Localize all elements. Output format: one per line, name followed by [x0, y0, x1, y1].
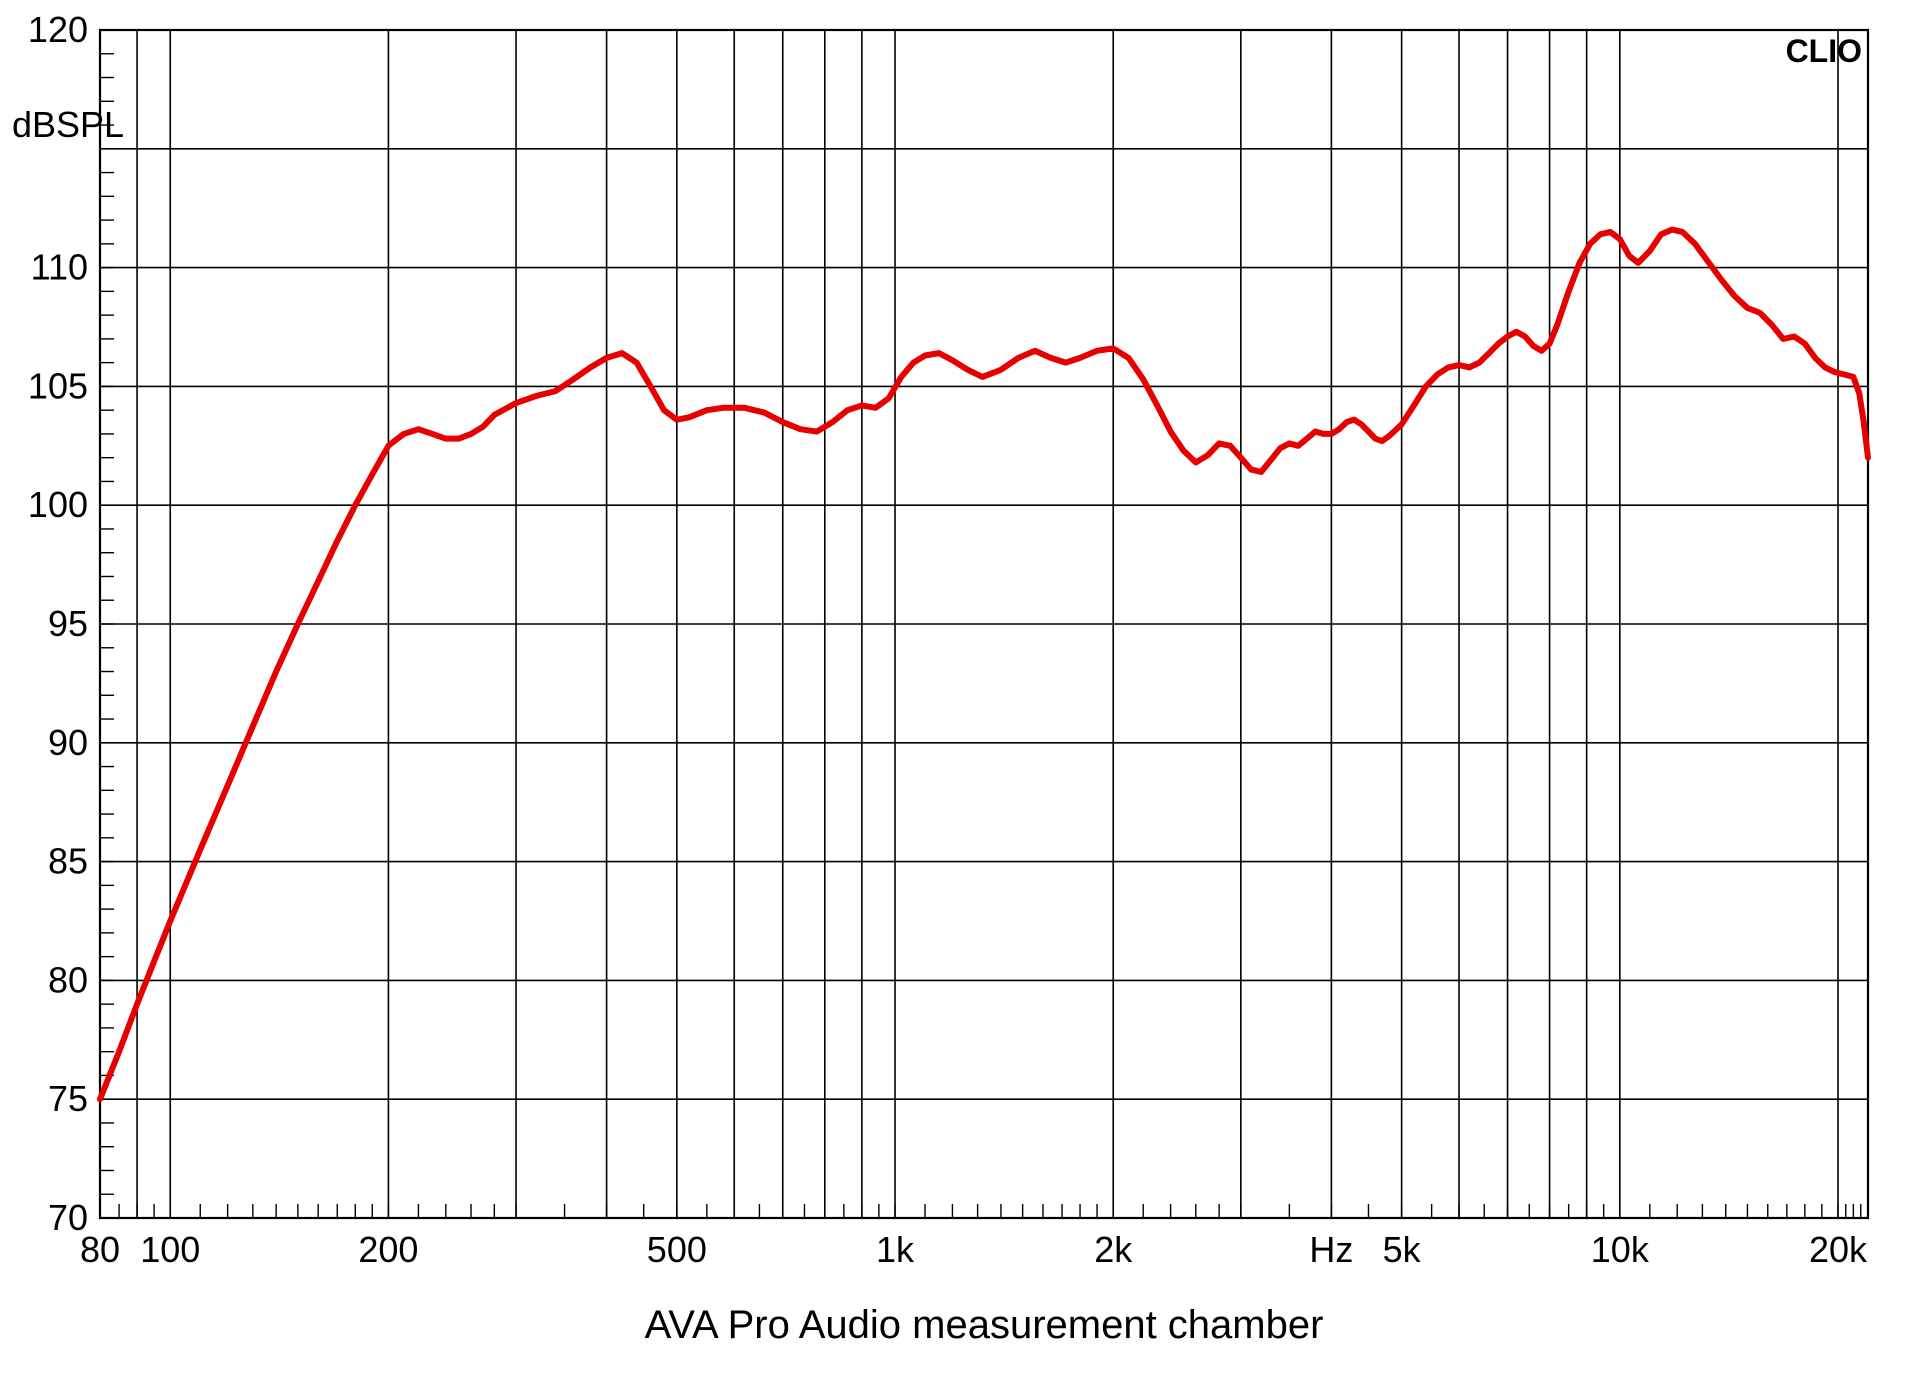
x-tick-label: 200: [358, 1229, 418, 1270]
x-tick-label: 1k: [876, 1229, 915, 1270]
y-unit-label: dBSPL: [12, 104, 124, 145]
x-tick-label: 80: [80, 1229, 120, 1270]
x-tick-label: 5k: [1383, 1229, 1422, 1270]
x-tick-label: 2k: [1094, 1229, 1133, 1270]
y-tick-label: 90: [48, 722, 88, 763]
x-tick-label: 10k: [1591, 1229, 1650, 1270]
y-tick-label: 95: [48, 603, 88, 644]
x-tick-label: 100: [140, 1229, 200, 1270]
x-tick-label: 20k: [1809, 1229, 1868, 1270]
y-tick-label: 110: [31, 247, 88, 288]
y-tick-label: 105: [28, 365, 88, 406]
y-tick-label: 85: [48, 841, 88, 882]
chart-caption: AVA Pro Audio measurement chamber: [645, 1303, 1324, 1347]
frequency-response-chart: 707580859095100105110120dBSPL80100200500…: [0, 0, 1920, 1376]
y-tick-label: 75: [48, 1078, 88, 1119]
x-unit-label: Hz: [1309, 1229, 1353, 1270]
y-tick-label: 100: [28, 484, 88, 525]
x-tick-label: 500: [647, 1229, 707, 1270]
software-label: CLIO: [1786, 33, 1862, 69]
y-tick-label: 120: [28, 9, 88, 50]
y-tick-label: 80: [48, 959, 88, 1000]
